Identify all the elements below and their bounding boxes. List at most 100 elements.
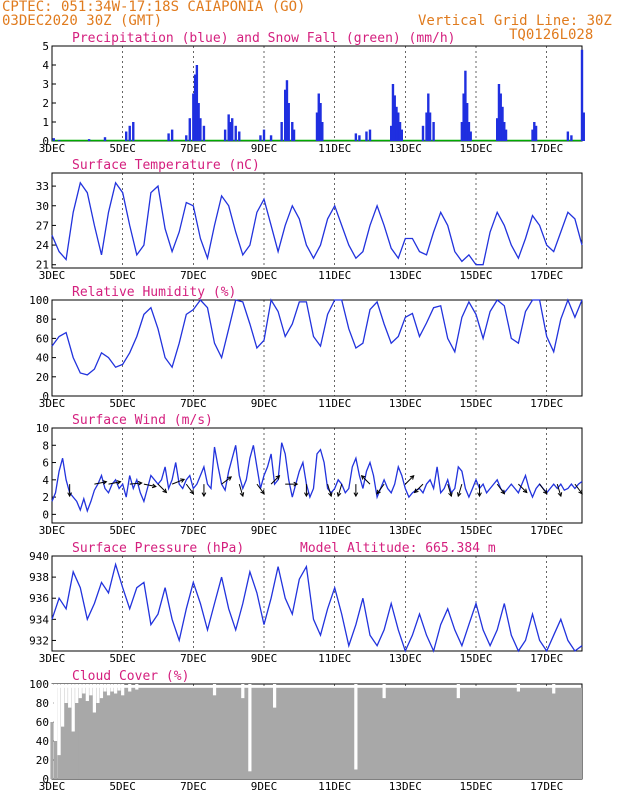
y-tick-label: 0 [42, 390, 49, 403]
wind-arrow-head [189, 489, 195, 495]
cloud-gap [248, 684, 252, 772]
x-tick-label: 9DEC [251, 652, 278, 665]
wind-arrow [496, 483, 505, 495]
x-tick-label: 7DEC [180, 397, 207, 410]
y-tick-label: 6 [42, 457, 49, 470]
precip-bar [125, 131, 128, 141]
cloud-gap [75, 684, 79, 703]
y-tick-label: 934 [29, 613, 49, 626]
x-tick-label: 9DEC [251, 780, 278, 793]
cloud-bar [110, 691, 114, 779]
x-tick-label: 17DEC [530, 269, 563, 282]
precip-bar [185, 135, 188, 141]
cloud-bar [103, 691, 107, 779]
wind-arrow-head [137, 480, 143, 486]
wind-arrow [270, 475, 280, 485]
wind-arrow [414, 483, 424, 493]
cloud-bar [121, 695, 125, 779]
temperature-frame [51, 172, 583, 269]
cloud-bar [68, 707, 72, 779]
temperature-title: Surface Temperature (nC) [72, 158, 260, 173]
x-tick-label: 3DEC [39, 269, 66, 282]
pressure-frame [51, 555, 583, 652]
precip-bar [397, 112, 400, 141]
x-tick-label: 5DEC [109, 524, 136, 537]
precip-bar [199, 118, 202, 141]
precip-bar [358, 135, 361, 141]
y-tick-label: 940 [29, 550, 49, 563]
cloud-gap [96, 684, 100, 703]
precip-bar [223, 129, 227, 141]
wind-arrow-head [102, 480, 108, 485]
wind-arrow-head [304, 492, 309, 498]
cloud-bar [354, 769, 358, 779]
wind-arrow-head [116, 480, 122, 485]
precip-bar [167, 133, 170, 141]
x-tick-label: 11DEC [318, 780, 351, 793]
cloud-gap [135, 684, 139, 690]
precip-bar [462, 93, 465, 141]
precip-bar [465, 103, 469, 141]
precip-bar [197, 103, 200, 141]
precip-bar [427, 93, 430, 141]
x-tick-label: 15DEC [459, 269, 492, 282]
wind-arrow-head [260, 489, 265, 495]
cloud-gap [516, 684, 520, 692]
precip-bar [87, 139, 91, 141]
precip-bar [570, 135, 573, 141]
precip-bar [170, 129, 174, 141]
y-tick-label: 80 [36, 313, 49, 326]
header-grid-note: Vertical Grid Line: 30Z [418, 13, 612, 29]
wind-arrow [94, 481, 107, 485]
precip-bar [195, 65, 199, 141]
x-tick-label: 13DEC [389, 269, 422, 282]
precip-bar [193, 74, 197, 141]
cloud-gap [110, 684, 114, 692]
cloud-bar [456, 698, 460, 779]
precip-bar [262, 129, 266, 141]
cloud-gap [117, 684, 121, 691]
precip-bar [285, 80, 289, 141]
pressure-subtitle: Model Altitude: 665.384 m [300, 541, 496, 556]
y-tick-label: 27 [36, 219, 49, 232]
x-tick-label: 13DEC [389, 780, 422, 793]
precip-bar [464, 70, 467, 141]
cloud-gap [61, 684, 65, 727]
header-code: TQ0126L028 [509, 27, 594, 43]
wind-arrow-head [477, 492, 482, 498]
x-tick-label: 15DEC [459, 780, 492, 793]
y-tick-label: 80 [36, 697, 49, 710]
cloud-bar [78, 698, 82, 779]
wind-arrow-head [328, 492, 333, 498]
cloud-bar [128, 691, 132, 779]
y-tick-label: 2 [42, 491, 49, 504]
cloud-gap [382, 684, 386, 699]
cloud-bar [99, 698, 104, 779]
cloud-area [57, 687, 583, 779]
precip-bar [269, 135, 273, 141]
precip-bar [292, 129, 296, 141]
x-tick-label: 9DEC [251, 142, 278, 155]
precip-bar [496, 118, 499, 141]
wind-arrow-head [239, 492, 245, 498]
wind-arrow-head [162, 488, 168, 494]
x-tick-label: 7DEC [180, 524, 207, 537]
precip-bar [503, 122, 506, 141]
cloud-bar [64, 703, 68, 779]
cloud-bar [57, 755, 61, 779]
y-tick-label: 4 [42, 59, 49, 72]
precip-bar [259, 135, 262, 141]
humidity-title: Relative Humidity (%) [72, 285, 236, 300]
precip-bar [460, 122, 464, 141]
x-tick-label: 3DEC [39, 780, 66, 793]
x-tick-label: 13DEC [389, 397, 422, 410]
cloud-gap [114, 684, 118, 694]
cloud-gap [50, 684, 54, 722]
wind-arrow [185, 483, 194, 495]
precip-bar [497, 84, 501, 141]
y-tick-label: 3 [42, 78, 49, 91]
wind-arrow-head [293, 481, 299, 487]
cloud-gap [103, 684, 107, 692]
cloud-gap [57, 684, 61, 756]
